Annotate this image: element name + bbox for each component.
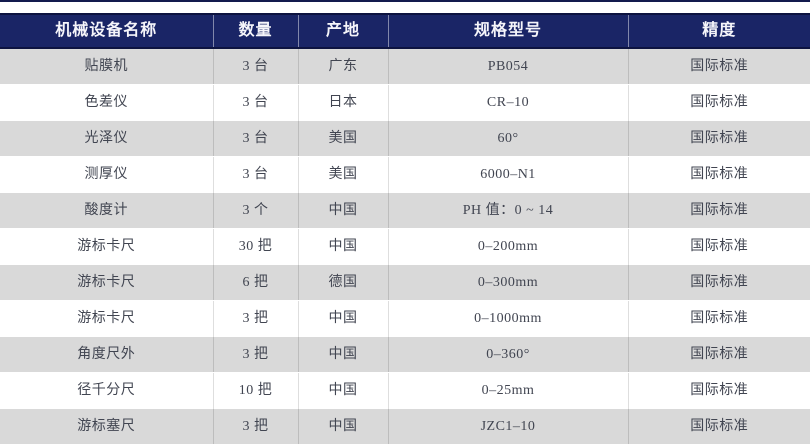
table-cell: 日本 bbox=[297, 84, 388, 121]
table-cell: CR–10 bbox=[387, 84, 628, 121]
table-row: 贴膜机 3 台广东 PB054 国际标准 bbox=[0, 47, 810, 85]
table-cell: 10 把 bbox=[212, 372, 298, 409]
table-cell: 0–1000mm bbox=[387, 300, 628, 337]
table-cell: 60° bbox=[387, 120, 628, 157]
table-cell: 国际标准 bbox=[627, 47, 810, 85]
table-cell: 游标塞尺 bbox=[0, 408, 213, 445]
table-cell: 中国 bbox=[297, 228, 388, 265]
table-cell: 德国 bbox=[297, 264, 388, 301]
table-row: 径千分尺 10 把中国 0–25mm 国际标准 bbox=[0, 372, 810, 409]
table-cell: 3 台 bbox=[212, 47, 298, 85]
table-row: 游标卡尺 6 把德国 0–300mm 国际标准 bbox=[0, 264, 810, 301]
table-cell: 国际标准 bbox=[627, 84, 810, 121]
table-header-row: 机械设备名称 数量 产地 规格型号 精度 bbox=[0, 13, 810, 49]
table-cell: 酸度计 bbox=[0, 192, 213, 229]
table-cell: 0–300mm bbox=[387, 264, 628, 301]
table-cell: 国际标准 bbox=[627, 120, 810, 157]
table-body: 贴膜机 3 台广东 PB054 国际标准 色差仪 3 台日本 CR–10 国际标准 光泽仪 3 台… bbox=[0, 47, 810, 445]
column-header: 精度 bbox=[627, 13, 810, 49]
table-cell: 30 把 bbox=[212, 228, 298, 265]
table-cell: 3 台 bbox=[212, 120, 298, 157]
table-cell: 国际标准 bbox=[627, 408, 810, 445]
table-cell: 游标卡尺 bbox=[0, 264, 213, 301]
table-row: 光泽仪 3 台美国 60° 国际标准 bbox=[0, 120, 810, 157]
table-cell: 国际标准 bbox=[627, 300, 810, 337]
table-cell: 国际标准 bbox=[627, 156, 810, 193]
table-cell: 国际标准 bbox=[627, 228, 810, 265]
top-divider-line bbox=[0, 0, 810, 2]
table-cell: 6 把 bbox=[212, 264, 298, 301]
table-row: 色差仪 3 台日本 CR–10 国际标准 bbox=[0, 84, 810, 121]
column-header: 规格型号 bbox=[387, 13, 628, 49]
equipment-table: 机械设备名称 数量 产地 规格型号 精度 贴膜机 3 台广东 PB054 国际标准 色差仪 3 台… bbox=[0, 13, 810, 445]
table-cell: 角度尺外 bbox=[0, 336, 213, 373]
table-row: 游标卡尺 30 把中国 0–200mm 国际标准 bbox=[0, 228, 810, 265]
table-cell: 0–360° bbox=[387, 336, 628, 373]
table-cell: 中国 bbox=[297, 408, 388, 445]
table-cell: 3 个 bbox=[212, 192, 298, 229]
table-cell: 光泽仪 bbox=[0, 120, 213, 157]
table-cell: 3 把 bbox=[212, 336, 298, 373]
table-row: 游标卡尺 3 把中国 0–1000mm 国际标准 bbox=[0, 300, 810, 337]
table-cell: 6000–N1 bbox=[387, 156, 628, 193]
table-cell: 3 台 bbox=[212, 156, 298, 193]
table-cell: 美国 bbox=[297, 120, 388, 157]
table-cell: JZC1–10 bbox=[387, 408, 628, 445]
table-cell: 中国 bbox=[297, 300, 388, 337]
table-cell: 0–200mm bbox=[387, 228, 628, 265]
table-cell: 国际标准 bbox=[627, 264, 810, 301]
table-cell: 国际标准 bbox=[627, 192, 810, 229]
table-cell: 国际标准 bbox=[627, 372, 810, 409]
table-row: 角度尺外 3 把中国 0–360° 国际标准 bbox=[0, 336, 810, 373]
table-cell: 中国 bbox=[297, 192, 388, 229]
table-cell: 3 把 bbox=[212, 300, 298, 337]
table-cell: 广东 bbox=[297, 47, 388, 85]
table-cell: 国际标准 bbox=[627, 336, 810, 373]
table-cell: 贴膜机 bbox=[0, 47, 213, 85]
table-cell: 美国 bbox=[297, 156, 388, 193]
table-cell: 中国 bbox=[297, 336, 388, 373]
table-row: 游标塞尺 3 把中国 JZC1–10 国际标准 bbox=[0, 408, 810, 445]
table-row: 酸度计 3 个中国 PH 值：0 ~ 14 国际标准 bbox=[0, 192, 810, 229]
table-cell: 径千分尺 bbox=[77, 383, 136, 398]
table-cell: PB054 bbox=[387, 47, 628, 85]
column-header: 数量 bbox=[212, 13, 298, 49]
table-cell: 3 台 bbox=[212, 84, 298, 121]
table-cell: 色差仪 bbox=[84, 95, 128, 110]
table-cell: 3 把 bbox=[212, 408, 298, 445]
table-cell: 游标卡尺 bbox=[77, 311, 136, 326]
column-header: 机械设备名称 bbox=[0, 13, 213, 49]
table-cell: PH 值：0 ~ 14 bbox=[387, 192, 628, 229]
table-cell: 游标卡尺 bbox=[77, 239, 136, 254]
table-cell: 0–25mm bbox=[387, 372, 628, 409]
column-header: 产地 bbox=[297, 13, 388, 49]
table-cell: 测厚仪 bbox=[84, 167, 128, 182]
table-cell: 中国 bbox=[297, 372, 388, 409]
table-row: 测厚仪 3 台美国 6000–N1 国际标准 bbox=[0, 156, 810, 193]
